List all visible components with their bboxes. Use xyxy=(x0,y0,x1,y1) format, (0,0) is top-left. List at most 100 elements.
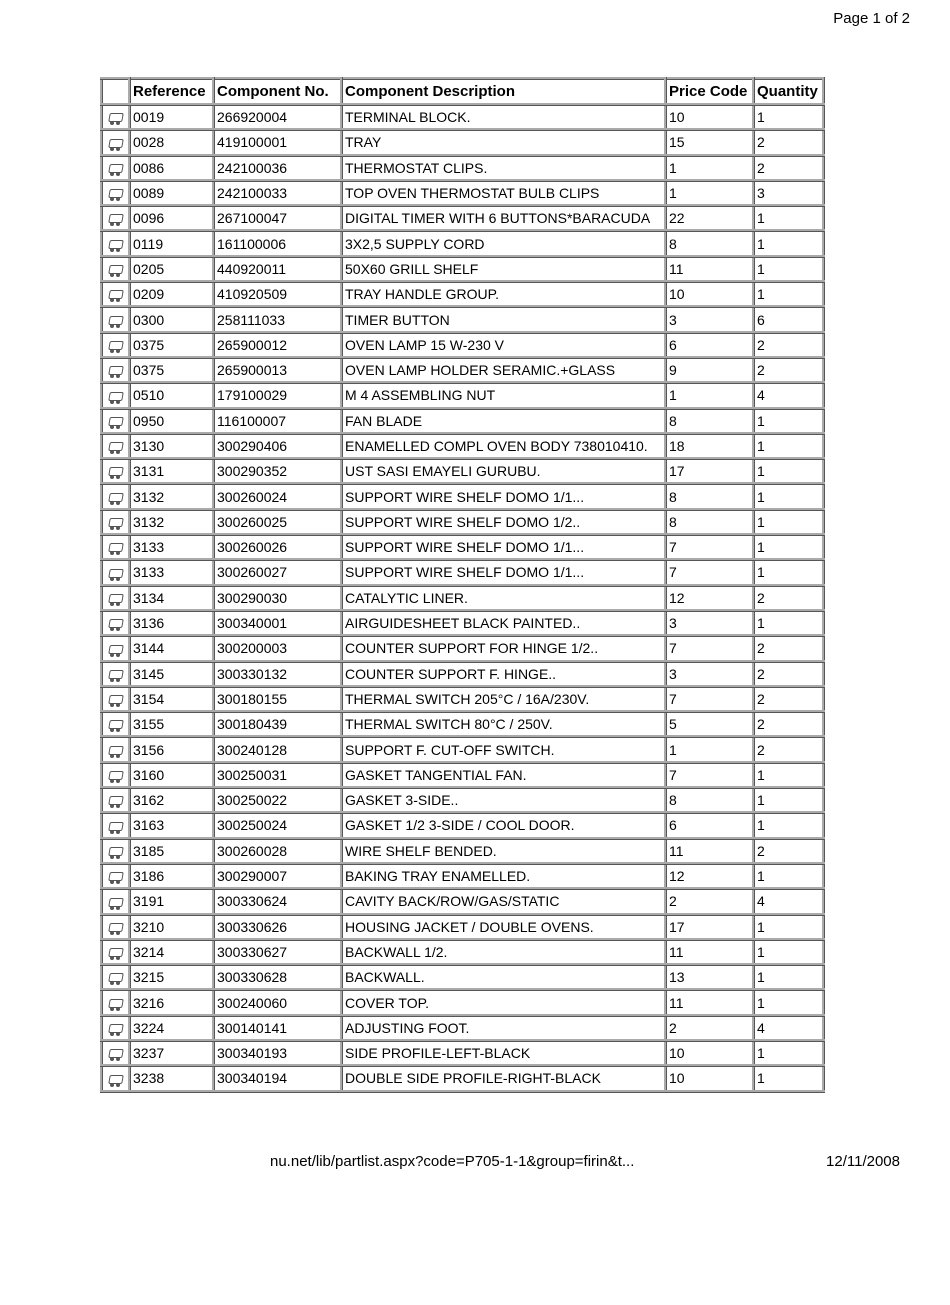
add-to-cart-cell[interactable] xyxy=(102,788,130,813)
cart-icon xyxy=(105,364,125,378)
cell-description: 50X60 GRILL SHELF xyxy=(342,256,666,281)
cell-component-no: 300250022 xyxy=(214,788,342,813)
cell-price-code: 17 xyxy=(666,459,754,484)
add-to-cart-cell[interactable] xyxy=(102,1040,130,1065)
cell-description: TRAY HANDLE GROUP. xyxy=(342,282,666,307)
cell-reference: 3160 xyxy=(130,762,214,787)
cell-quantity: 1 xyxy=(754,1066,824,1091)
add-to-cart-cell[interactable] xyxy=(102,1015,130,1040)
add-to-cart-cell[interactable] xyxy=(102,610,130,635)
add-to-cart-cell[interactable] xyxy=(102,737,130,762)
cell-description: TRAY xyxy=(342,130,666,155)
cell-description: AIRGUIDESHEET BLACK PAINTED.. xyxy=(342,610,666,635)
table-row: 3133300260027SUPPORT WIRE SHELF DOMO 1/1… xyxy=(102,560,824,585)
table-row: 3238300340194DOUBLE SIDE PROFILE-RIGHT-B… xyxy=(102,1066,824,1091)
cell-component-no: 300260027 xyxy=(214,560,342,585)
cell-quantity: 1 xyxy=(754,408,824,433)
add-to-cart-cell[interactable] xyxy=(102,206,130,231)
add-to-cart-cell[interactable] xyxy=(102,585,130,610)
add-to-cart-cell[interactable] xyxy=(102,939,130,964)
cart-icon xyxy=(105,263,125,277)
cell-description: BACKWALL 1/2. xyxy=(342,939,666,964)
cell-reference: 3163 xyxy=(130,813,214,838)
cart-icon xyxy=(105,744,125,758)
cell-price-code: 3 xyxy=(666,307,754,332)
cell-component-no: 300240128 xyxy=(214,737,342,762)
table-row: 0209410920509TRAY HANDLE GROUP.101 xyxy=(102,282,824,307)
add-to-cart-cell[interactable] xyxy=(102,459,130,484)
add-to-cart-cell[interactable] xyxy=(102,535,130,560)
add-to-cart-cell[interactable] xyxy=(102,509,130,534)
add-to-cart-cell[interactable] xyxy=(102,307,130,332)
cell-reference: 3185 xyxy=(130,838,214,863)
cell-price-code: 11 xyxy=(666,838,754,863)
add-to-cart-cell[interactable] xyxy=(102,863,130,888)
add-to-cart-cell[interactable] xyxy=(102,484,130,509)
cell-price-code: 12 xyxy=(666,863,754,888)
add-to-cart-cell[interactable] xyxy=(102,686,130,711)
add-to-cart-cell[interactable] xyxy=(102,661,130,686)
add-to-cart-cell[interactable] xyxy=(102,155,130,180)
parts-table: Reference Component No. Component Descri… xyxy=(100,77,825,1093)
cell-reference: 0209 xyxy=(130,282,214,307)
add-to-cart-cell[interactable] xyxy=(102,357,130,382)
cell-quantity: 1 xyxy=(754,939,824,964)
add-to-cart-cell[interactable] xyxy=(102,408,130,433)
cell-description: COVER TOP. xyxy=(342,990,666,1015)
cart-icon xyxy=(105,769,125,783)
cell-component-no: 116100007 xyxy=(214,408,342,433)
cell-reference: 3133 xyxy=(130,560,214,585)
add-to-cart-cell[interactable] xyxy=(102,231,130,256)
table-row: 0510179100029M 4 ASSEMBLING NUT14 xyxy=(102,383,824,408)
add-to-cart-cell[interactable] xyxy=(102,636,130,661)
cell-quantity: 1 xyxy=(754,560,824,585)
cell-price-code: 1 xyxy=(666,737,754,762)
cell-quantity: 2 xyxy=(754,155,824,180)
add-to-cart-cell[interactable] xyxy=(102,889,130,914)
add-to-cart-cell[interactable] xyxy=(102,762,130,787)
col-price-code: Price Code xyxy=(666,79,754,105)
add-to-cart-cell[interactable] xyxy=(102,105,130,130)
cell-quantity: 2 xyxy=(754,636,824,661)
cell-reference: 0375 xyxy=(130,332,214,357)
table-row: 3160300250031GASKET TANGENTIAL FAN.71 xyxy=(102,762,824,787)
add-to-cart-cell[interactable] xyxy=(102,914,130,939)
cell-price-code: 8 xyxy=(666,231,754,256)
page-footer: nu.net/lib/partlist.aspx?code=P705-1-1&g… xyxy=(40,1153,910,1170)
cell-quantity: 1 xyxy=(754,206,824,231)
cart-icon xyxy=(105,314,125,328)
cell-description: THERMOSTAT CLIPS. xyxy=(342,155,666,180)
cell-description: SIDE PROFILE-LEFT-BLACK xyxy=(342,1040,666,1065)
add-to-cart-cell[interactable] xyxy=(102,813,130,838)
cell-reference: 3216 xyxy=(130,990,214,1015)
cart-icon xyxy=(105,870,125,884)
cell-description: HOUSING JACKET / DOUBLE OVENS. xyxy=(342,914,666,939)
cell-price-code: 3 xyxy=(666,610,754,635)
add-to-cart-cell[interactable] xyxy=(102,256,130,281)
cell-component-no: 300290030 xyxy=(214,585,342,610)
cart-icon xyxy=(105,541,125,555)
add-to-cart-cell[interactable] xyxy=(102,560,130,585)
table-row: 3155300180439THERMAL SWITCH 80°C / 250V.… xyxy=(102,712,824,737)
add-to-cart-cell[interactable] xyxy=(102,383,130,408)
cell-price-code: 18 xyxy=(666,433,754,458)
table-row: 0300258111033TIMER BUTTON36 xyxy=(102,307,824,332)
cell-quantity: 1 xyxy=(754,282,824,307)
cell-quantity: 1 xyxy=(754,459,824,484)
add-to-cart-cell[interactable] xyxy=(102,838,130,863)
add-to-cart-cell[interactable] xyxy=(102,282,130,307)
add-to-cart-cell[interactable] xyxy=(102,990,130,1015)
add-to-cart-cell[interactable] xyxy=(102,965,130,990)
cell-description: BACKWALL. xyxy=(342,965,666,990)
add-to-cart-cell[interactable] xyxy=(102,712,130,737)
col-description: Component Description xyxy=(342,79,666,105)
add-to-cart-cell[interactable] xyxy=(102,180,130,205)
add-to-cart-cell[interactable] xyxy=(102,1066,130,1091)
add-to-cart-cell[interactable] xyxy=(102,433,130,458)
add-to-cart-cell[interactable] xyxy=(102,130,130,155)
cell-price-code: 6 xyxy=(666,332,754,357)
add-to-cart-cell[interactable] xyxy=(102,332,130,357)
table-row: 0086242100036THERMOSTAT CLIPS.12 xyxy=(102,155,824,180)
cell-component-no: 179100029 xyxy=(214,383,342,408)
cell-reference: 0205 xyxy=(130,256,214,281)
